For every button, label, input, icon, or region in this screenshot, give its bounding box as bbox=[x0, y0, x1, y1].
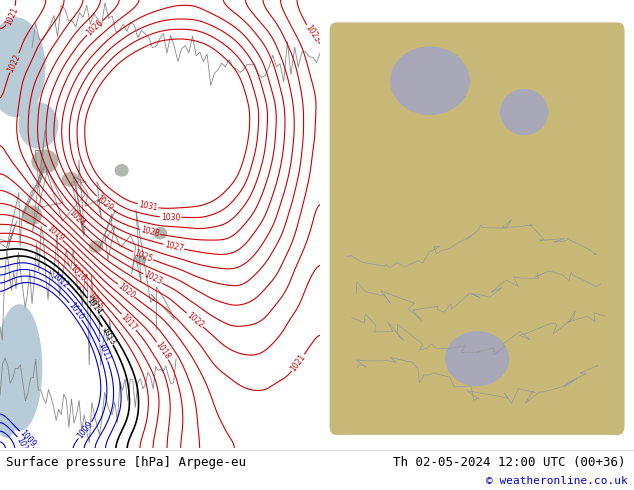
Text: 1027: 1027 bbox=[164, 240, 184, 253]
Text: 1011: 1011 bbox=[96, 341, 112, 362]
Ellipse shape bbox=[115, 165, 128, 176]
Text: 1010: 1010 bbox=[66, 301, 85, 321]
Text: 1012: 1012 bbox=[49, 271, 70, 291]
Text: 1019: 1019 bbox=[44, 224, 65, 243]
Text: 1023: 1023 bbox=[142, 270, 164, 287]
Ellipse shape bbox=[501, 90, 548, 135]
Text: 1014: 1014 bbox=[84, 296, 103, 317]
Ellipse shape bbox=[446, 332, 508, 386]
Text: 1029: 1029 bbox=[94, 194, 115, 213]
Text: 1023: 1023 bbox=[303, 24, 321, 45]
Ellipse shape bbox=[153, 227, 167, 239]
Text: 1020: 1020 bbox=[116, 281, 136, 300]
Text: 1017: 1017 bbox=[119, 312, 138, 332]
Text: 1009: 1009 bbox=[18, 428, 37, 449]
Text: 1028: 1028 bbox=[139, 225, 160, 239]
Text: 1009: 1009 bbox=[75, 420, 95, 441]
Text: 1022: 1022 bbox=[6, 52, 23, 74]
FancyBboxPatch shape bbox=[330, 23, 624, 435]
Ellipse shape bbox=[136, 256, 146, 265]
Text: 1026: 1026 bbox=[85, 18, 105, 38]
Text: © weatheronline.co.uk: © weatheronline.co.uk bbox=[486, 476, 628, 486]
Text: 1021: 1021 bbox=[4, 5, 20, 26]
Text: 1015: 1015 bbox=[86, 290, 105, 311]
Text: 1018: 1018 bbox=[153, 341, 172, 361]
Ellipse shape bbox=[32, 150, 58, 172]
Text: 1016: 1016 bbox=[67, 264, 87, 284]
Text: 1022: 1022 bbox=[184, 310, 205, 330]
Ellipse shape bbox=[89, 241, 103, 252]
Ellipse shape bbox=[0, 18, 45, 117]
Ellipse shape bbox=[62, 172, 79, 186]
Ellipse shape bbox=[0, 305, 42, 430]
Text: 1031: 1031 bbox=[138, 200, 158, 212]
Ellipse shape bbox=[22, 206, 42, 224]
Text: 1021: 1021 bbox=[288, 352, 307, 373]
Text: Surface pressure [hPa] Arpege-eu: Surface pressure [hPa] Arpege-eu bbox=[6, 456, 247, 469]
Text: 1024: 1024 bbox=[67, 209, 87, 228]
Ellipse shape bbox=[391, 47, 469, 114]
Text: 1013: 1013 bbox=[99, 325, 117, 346]
Text: 1010: 1010 bbox=[15, 436, 31, 457]
Ellipse shape bbox=[0, 370, 19, 437]
Text: 1025: 1025 bbox=[133, 248, 154, 264]
Text: 1030: 1030 bbox=[161, 213, 180, 222]
Ellipse shape bbox=[19, 103, 58, 148]
Text: Th 02-05-2024 12:00 UTC (00+36): Th 02-05-2024 12:00 UTC (00+36) bbox=[393, 456, 626, 469]
